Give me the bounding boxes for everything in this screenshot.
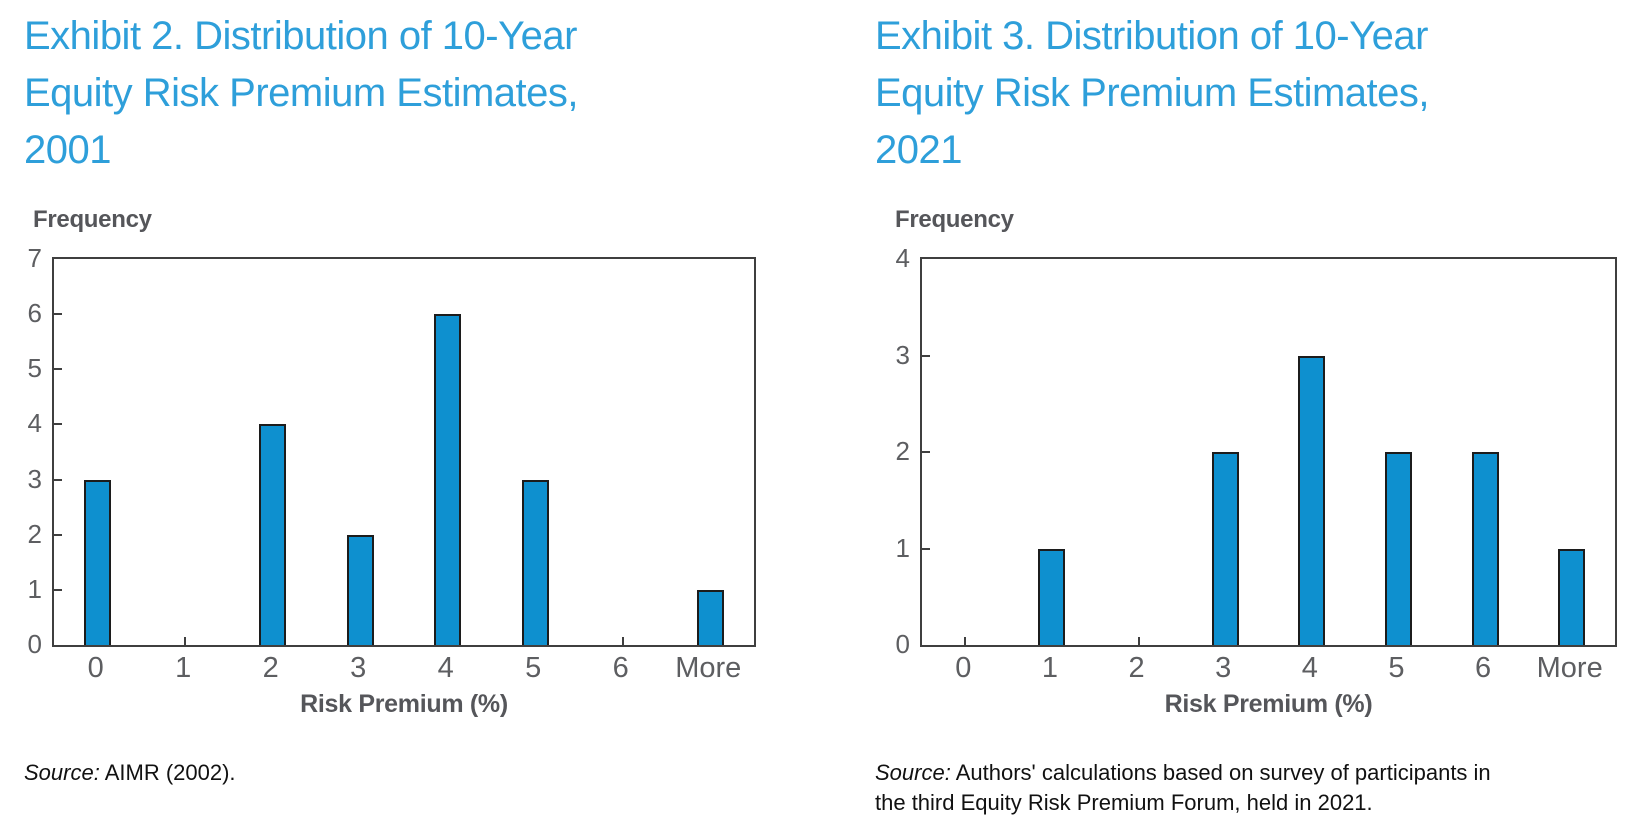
x-tick-label-4: 4 (437, 652, 454, 684)
y-tick-mark (922, 451, 930, 453)
x-tick-label-0: 0 (87, 652, 104, 684)
y-tick-label-1: 1 (895, 532, 910, 563)
bar-1 (1038, 548, 1066, 645)
plot-area (920, 257, 1617, 647)
y-tick-label-2: 2 (895, 436, 910, 466)
bar-6 (1471, 452, 1499, 645)
y-tick-mark (54, 588, 62, 591)
exhibit-2-panel: Exhibit 2. Distribution of 10-Year Equit… (24, 0, 794, 829)
bar-more (696, 589, 724, 645)
x-tick-label-3: 3 (1215, 652, 1232, 684)
y-tick-mark (54, 368, 62, 371)
chart-title-exhibit-2: Exhibit 2. Distribution of 10-Year Equit… (24, 14, 579, 172)
exhibit-3-panel: Exhibit 3. Distribution of 10-Year Equit… (875, 0, 1633, 829)
source-text: Authors' calculations based on survey of… (875, 760, 1491, 815)
x-axis-title: Risk Premium (%) (300, 690, 508, 718)
x-tick-label-4: 4 (1301, 652, 1318, 684)
x-tick-label-5: 5 (1388, 652, 1405, 684)
source-note: Source: Authors' calculations based on s… (875, 758, 1510, 818)
y-axis-title: Frequency (33, 206, 152, 233)
y-tick-mark (54, 478, 62, 481)
bar-3 (1211, 452, 1239, 645)
x-tick-label-6: 6 (1474, 652, 1492, 684)
bar-3 (346, 534, 374, 645)
x-tick-label-0: 0 (955, 652, 972, 684)
y-tick-mark (54, 423, 62, 426)
chart-title-exhibit-3: Exhibit 3. Distribution of 10-Year Equit… (875, 14, 1430, 172)
source-text: AIMR (2002). (99, 760, 236, 785)
x-tick-mark (1137, 637, 1140, 645)
y-tick-label-4: 4 (895, 243, 910, 273)
x-tick-label-6: 6 (612, 652, 629, 684)
y-tick-label-0: 0 (27, 629, 42, 659)
source-label: Source: (24, 760, 100, 785)
y-tick-label-4: 4 (27, 408, 42, 439)
x-tick-label-3: 3 (350, 652, 367, 684)
x-tick-label-more: More (675, 652, 742, 684)
y-tick-mark (54, 533, 62, 536)
x-tick-label-5: 5 (525, 652, 542, 684)
bar-5 (521, 479, 549, 645)
bar-4 (1298, 355, 1326, 645)
x-tick-label-1: 1 (1041, 652, 1058, 684)
y-tick-label-0: 0 (895, 629, 910, 659)
bar-0 (84, 479, 112, 645)
y-tick-label-6: 6 (27, 298, 42, 329)
x-tick-label-more: More (1536, 652, 1603, 684)
x-axis-title: Risk Premium (%) (1164, 690, 1373, 718)
bar-more (1558, 548, 1586, 645)
bar-2 (259, 424, 287, 645)
plot-area (52, 257, 756, 647)
x-tick-mark (184, 637, 187, 645)
x-tick-mark (964, 637, 967, 645)
x-tick-mark (621, 637, 624, 645)
y-tick-label-1: 1 (27, 573, 42, 604)
x-tick-label-2: 2 (1128, 652, 1145, 684)
y-tick-label-2: 2 (27, 518, 42, 549)
y-axis-title: Frequency (895, 206, 1014, 233)
x-tick-label-2: 2 (262, 652, 279, 684)
source-label: Source: (875, 760, 951, 785)
y-tick-label-5: 5 (27, 353, 42, 384)
y-tick-mark (922, 547, 930, 550)
bar-4 (434, 314, 462, 645)
y-tick-label-7: 7 (27, 243, 42, 273)
y-tick-mark (54, 313, 62, 316)
y-tick-label-3: 3 (27, 463, 42, 494)
source-note: Source: AIMR (2002). (24, 758, 659, 788)
y-tick-label-3: 3 (895, 339, 910, 370)
x-tick-label-1: 1 (175, 652, 192, 684)
y-tick-mark (922, 354, 930, 357)
bar-5 (1384, 452, 1412, 645)
